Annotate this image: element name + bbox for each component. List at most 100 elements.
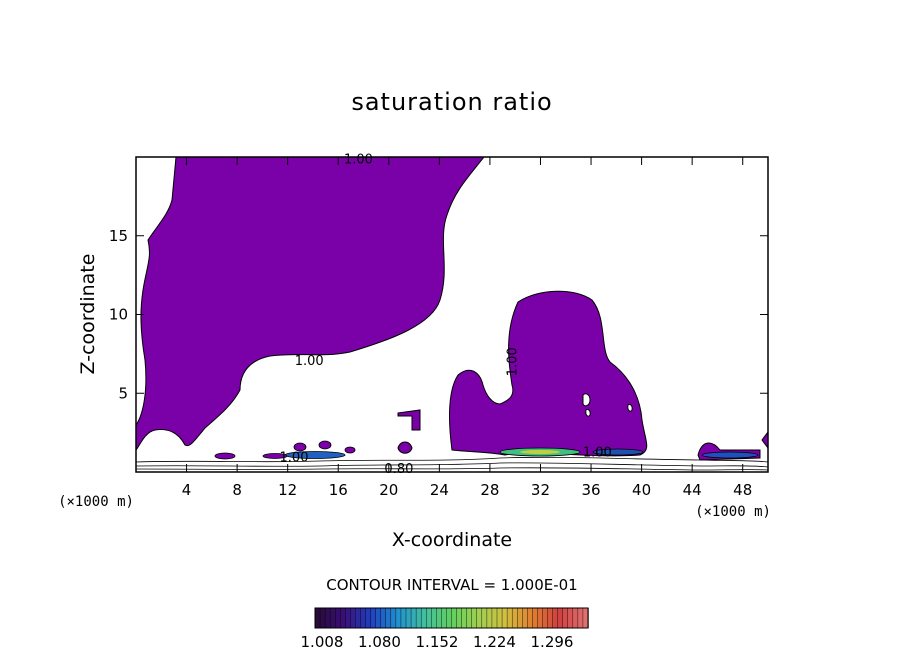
x-unit-right: (×1000 m): [695, 504, 771, 520]
colorbar-cell: [506, 607, 513, 629]
y-tick-label: 5: [118, 384, 128, 402]
colorbar-cell: [370, 607, 377, 629]
colorbar-cell: [319, 607, 326, 629]
colorbar-cell: [456, 607, 463, 629]
supersat-spot-4: [214, 452, 236, 460]
colorbar-cell: [365, 607, 372, 629]
colorbar-cell: [446, 607, 453, 629]
supersat-spot-5: [262, 453, 288, 459]
colorbar-label: 1.008: [301, 633, 344, 651]
contour-label: 1.00: [583, 446, 612, 461]
x-tick-label: 28: [480, 481, 499, 499]
x-tick-label: 44: [683, 481, 702, 499]
colorbar-cell: [431, 607, 438, 629]
colorbar-frame: [314, 607, 589, 629]
colorbar-cell: [350, 607, 357, 629]
x-tick-label: 32: [531, 481, 550, 499]
colorbar-cell: [476, 607, 483, 629]
colorbar-label: 1.080: [358, 633, 401, 651]
colorbar-cell: [385, 607, 392, 629]
colorbar-cell: [345, 607, 352, 629]
supersat-spot-3: [344, 446, 356, 454]
colorbar-cell: [314, 607, 321, 629]
supersat-spot-2: [318, 440, 332, 450]
contour-label: 0.80: [384, 462, 413, 477]
colorbar-cell: [466, 607, 473, 629]
x-tick-label: 8: [232, 481, 242, 499]
colorbar-cell: [390, 607, 397, 629]
colorbar-cell: [542, 607, 549, 629]
colorbar-cell: [552, 607, 559, 629]
contour-label: 1.00: [344, 153, 373, 168]
colorbar-label: 1.152: [416, 633, 459, 651]
colorbar-cell: [375, 607, 382, 629]
colorbar-cell: [496, 607, 503, 629]
colorbar-cell: [426, 607, 432, 629]
contour-label: 1.00: [280, 450, 309, 465]
colorbar-cell: [380, 607, 387, 629]
x-tick-label: 24: [430, 481, 449, 499]
colorbar-cell: [567, 607, 574, 629]
x-unit-left: (×1000 m): [58, 494, 134, 510]
supersat-spot-1: [293, 442, 307, 452]
x-tick-label: 40: [632, 481, 651, 499]
contour-labels: 1.00 1.00 1.00 1.00 1.00 0.80: [280, 153, 612, 477]
contour-label: 1.00: [505, 347, 520, 376]
colorbar-cell: [461, 607, 468, 629]
colorbar-cell: [471, 607, 478, 629]
colorbar-cell: [415, 607, 422, 629]
y-axis-ticks: 5 10 15: [109, 227, 768, 402]
near-ground-contours: [136, 456, 768, 471]
colorbar-cell: [547, 607, 554, 629]
colorbar-cell: [451, 607, 458, 629]
x-tick-label: 4: [182, 481, 192, 499]
colorbar-cell: [562, 607, 569, 629]
colorbar-cell: [400, 607, 407, 629]
saturated-cell-small: [397, 409, 421, 431]
colorbar-cell: [481, 607, 488, 629]
colorbar-cell: [335, 607, 341, 629]
x-tick-label: 20: [379, 481, 398, 499]
colorbar-cell: [491, 607, 498, 629]
colorbar-cell: [340, 607, 347, 629]
y-axis-title: Z-coordinate: [77, 254, 99, 375]
colorbar-label: 1.224: [473, 633, 516, 651]
colorbar-cell: [405, 607, 412, 629]
colorbar: 1.008 1.080 1.152 1.224 1.296: [301, 607, 589, 651]
y-tick-label: 10: [109, 306, 128, 324]
supersat-band-east2: [592, 448, 644, 456]
colorbar-cell: [324, 607, 331, 629]
contour-label: 1.00: [295, 354, 324, 369]
x-axis-ticks: 4 8 12 16 20 24 28 32 36 40 44 48: [182, 157, 752, 499]
supersat-core-east: [520, 450, 560, 454]
colorbar-cell: [517, 607, 523, 629]
colorbar-cell: [537, 607, 544, 629]
colorbar-cell: [329, 607, 336, 629]
x-tick-label: 16: [329, 481, 348, 499]
x-tick-label: 36: [581, 481, 600, 499]
colorbar-cell: [436, 607, 443, 629]
colorbar-cell: [441, 607, 448, 629]
colorbar-cell: [420, 607, 427, 629]
colorbar-label: 1.296: [531, 633, 574, 651]
colorbar-cell: [360, 607, 367, 629]
saturated-cell-near-ground: [397, 441, 413, 454]
supersat-band-far-east: [701, 451, 759, 459]
colorbar-cell: [501, 607, 508, 629]
x-tick-label: 48: [733, 481, 752, 499]
colorbar-cell: [557, 607, 564, 629]
colorbar-cell: [577, 607, 584, 629]
x-axis-title: X-coordinate: [392, 529, 512, 551]
hole-2: [585, 408, 591, 417]
colorbar-cell: [355, 607, 362, 629]
chart-title: saturation ratio: [351, 88, 553, 116]
x-tick-label: 12: [278, 481, 297, 499]
colorbar-cell: [395, 607, 402, 629]
hole-3: [627, 403, 633, 412]
colorbar-cell: [527, 607, 534, 629]
saturated-region-west: [136, 157, 485, 451]
saturated-region-east: [449, 290, 648, 457]
filled-regions: [136, 157, 768, 471]
y-tick-label: 15: [109, 227, 128, 245]
